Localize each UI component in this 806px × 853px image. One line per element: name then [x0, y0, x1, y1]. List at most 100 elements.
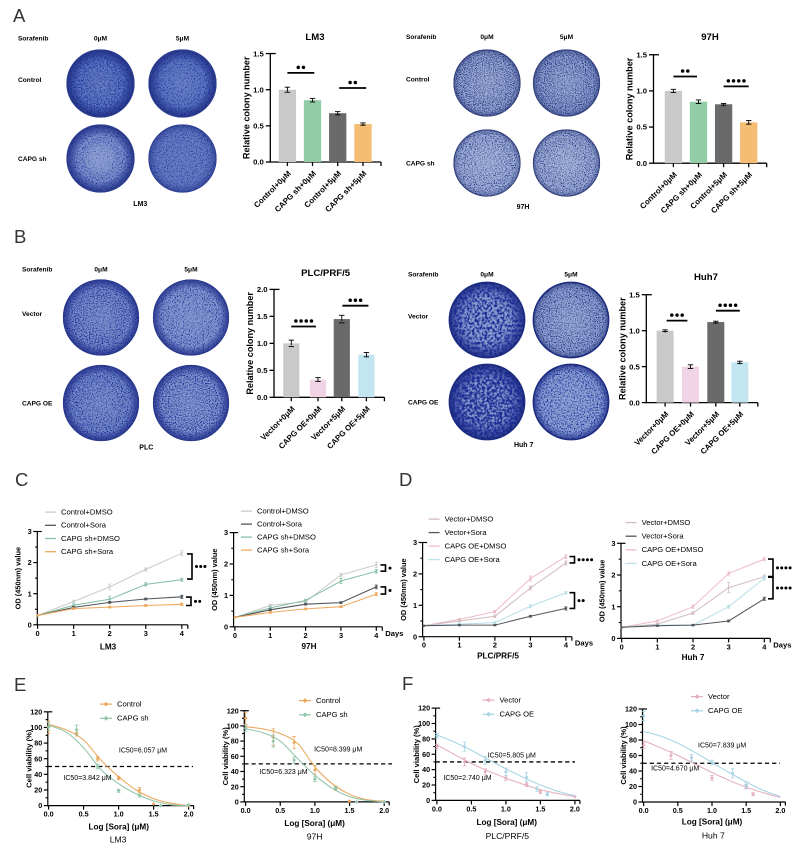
svg-text:Vector+Sora: Vector+Sora [642, 532, 685, 541]
svg-text:0.5: 0.5 [253, 122, 264, 131]
svg-text:5μM: 5μM [564, 272, 578, 279]
svg-text:LM3: LM3 [133, 201, 147, 208]
svg-text:1.0: 1.0 [636, 87, 647, 96]
svg-text:40: 40 [34, 770, 42, 779]
svg-text:Control: Control [18, 77, 42, 84]
svg-text:4: 4 [762, 642, 767, 651]
svg-text:CAPG OE+Sora: CAPG OE+Sora [445, 555, 501, 564]
svg-text:1: 1 [655, 642, 659, 651]
svg-text:40: 40 [422, 765, 430, 774]
svg-text:60: 60 [231, 752, 239, 761]
svg-text:1.5: 1.5 [345, 806, 355, 815]
svg-text:40: 40 [629, 767, 637, 776]
svg-text:80: 80 [34, 739, 42, 748]
svg-text:Relative colony number: Relative colony number [617, 297, 627, 400]
svg-text:B: B [14, 226, 26, 247]
svg-text:CAPG OE+DMSO: CAPG OE+DMSO [445, 542, 507, 551]
svg-text:0.0: 0.0 [257, 393, 268, 402]
svg-text:1: 1 [413, 601, 417, 610]
svg-text:CAPG OE: CAPG OE [708, 706, 743, 715]
svg-text:F: F [402, 673, 413, 694]
svg-text:1.0: 1.0 [629, 326, 640, 335]
svg-text:1: 1 [72, 629, 76, 638]
svg-text:IC50=3.842 μM: IC50=3.842 μM [63, 775, 111, 782]
svg-text:0: 0 [235, 798, 239, 807]
svg-text:LM3: LM3 [100, 643, 117, 652]
svg-text:20: 20 [231, 782, 239, 791]
svg-text:60: 60 [422, 750, 430, 759]
svg-text:IC50=7.839 μM: IC50=7.839 μM [698, 743, 746, 750]
svg-text:Sorafenib: Sorafenib [406, 34, 436, 41]
svg-text:100: 100 [30, 723, 42, 732]
svg-text:A: A [13, 5, 26, 26]
svg-text:C: C [15, 469, 28, 490]
svg-text:Cell viability (%): Cell viability (%) [412, 725, 421, 784]
svg-text:Vector+DMSO: Vector+DMSO [642, 518, 691, 527]
svg-text:E: E [14, 674, 26, 695]
svg-text:1.0: 1.0 [257, 339, 268, 348]
svg-text:97H: 97H [701, 32, 719, 43]
svg-text:Control: Control [316, 696, 341, 705]
svg-text:5μM: 5μM [184, 267, 198, 274]
svg-text:80: 80 [629, 736, 637, 745]
svg-text:2: 2 [28, 558, 32, 567]
svg-text:120: 120 [227, 706, 239, 715]
svg-text:Vector+Sora: Vector+Sora [445, 528, 488, 537]
svg-text:2.0: 2.0 [379, 806, 389, 815]
svg-text:PLC/PRF/5: PLC/PRF/5 [486, 831, 530, 841]
svg-text:1.0: 1.0 [310, 806, 320, 815]
svg-text:1.5: 1.5 [629, 290, 640, 299]
svg-text:PLC/PRF/5: PLC/PRF/5 [477, 652, 519, 661]
svg-text:3: 3 [413, 538, 417, 547]
svg-text:IC50=5.805 μM: IC50=5.805 μM [488, 753, 536, 760]
svg-text:2: 2 [413, 570, 417, 579]
svg-text:Control: Control [117, 700, 142, 709]
svg-text:3: 3 [727, 642, 731, 651]
svg-text:Cell viability (%): Cell viability (%) [221, 727, 230, 786]
svg-text:0μM: 0μM [480, 272, 494, 279]
svg-text:CAPG OE: CAPG OE [500, 710, 535, 719]
svg-text:3: 3 [144, 629, 148, 638]
svg-text:D: D [399, 469, 412, 490]
svg-text:3: 3 [224, 528, 228, 537]
svg-text:0: 0 [633, 798, 637, 807]
svg-text:0: 0 [611, 634, 615, 643]
svg-text:0.5: 0.5 [629, 362, 640, 371]
svg-text:100: 100 [418, 719, 430, 728]
svg-text:0: 0 [426, 796, 430, 805]
svg-text:0: 0 [233, 631, 237, 640]
svg-text:97H: 97H [517, 204, 530, 211]
svg-text:0: 0 [224, 622, 228, 631]
svg-text:2.0: 2.0 [775, 806, 785, 815]
svg-text:1.0: 1.0 [114, 810, 124, 819]
svg-text:2: 2 [224, 560, 228, 569]
svg-text:100: 100 [625, 720, 637, 729]
svg-text:3: 3 [339, 631, 343, 640]
svg-text:97H: 97H [307, 832, 323, 842]
svg-text:Cell viability (%): Cell viability (%) [619, 726, 628, 785]
svg-text:20: 20 [629, 782, 637, 791]
svg-text:120: 120 [30, 707, 42, 716]
svg-text:1: 1 [457, 641, 461, 650]
svg-text:Huh7: Huh7 [694, 272, 718, 283]
svg-text:LM3: LM3 [110, 835, 127, 845]
svg-text:OD (450nm) value: OD (450nm) value [399, 558, 408, 620]
svg-text:Sorafenib: Sorafenib [408, 272, 438, 279]
svg-text:0.0: 0.0 [253, 158, 264, 167]
svg-text:3: 3 [28, 527, 32, 536]
svg-text:2.0: 2.0 [184, 810, 194, 819]
svg-text:0μM: 0μM [480, 34, 494, 41]
svg-text:Log [Sora] (μM): Log [Sora] (μM) [88, 823, 149, 832]
svg-text:5μM: 5μM [560, 34, 574, 41]
svg-text:CAPG sh: CAPG sh [117, 714, 149, 723]
svg-text:Log [Sora] (μM): Log [Sora] (μM) [682, 818, 743, 827]
svg-text:0.5: 0.5 [636, 123, 647, 132]
svg-text:CAPG sh+Sora: CAPG sh+Sora [257, 546, 310, 555]
svg-text:1.5: 1.5 [253, 49, 264, 58]
svg-text:3: 3 [611, 539, 615, 548]
svg-text:3: 3 [528, 641, 532, 650]
svg-text:Relative colony number: Relative colony number [241, 56, 251, 159]
svg-text:2.0: 2.0 [257, 285, 268, 294]
svg-text:Control+DMSO: Control+DMSO [257, 507, 309, 516]
svg-text:Relative colony number: Relative colony number [245, 292, 255, 395]
